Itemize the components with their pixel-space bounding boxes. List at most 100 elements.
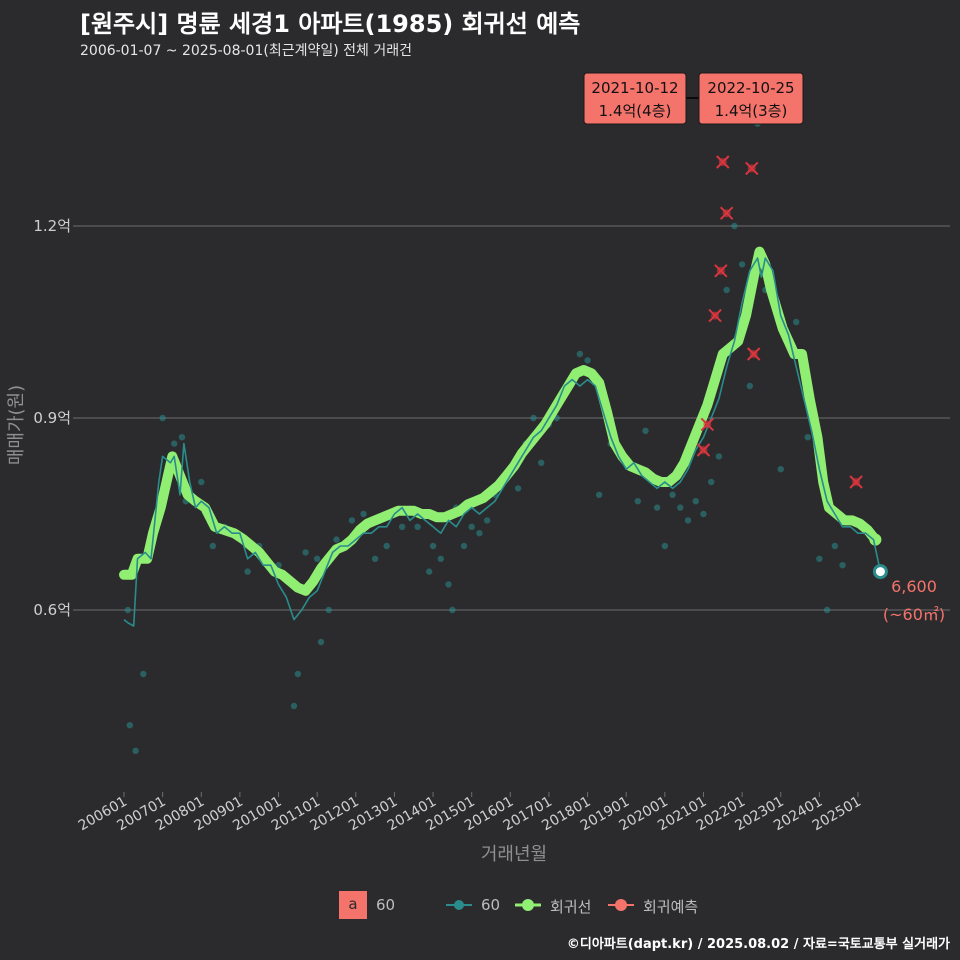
series-lines [119,246,882,627]
scatter-point [460,542,468,550]
scatter-point [360,510,367,518]
y-axis-label: 매매가(원) [6,385,27,465]
scatter-point [595,491,603,498]
scatter-point [198,478,205,486]
scatter-point [677,504,684,511]
last-trade-area: (~60㎡) [883,605,945,624]
scatter-point [333,536,340,543]
scatter-point [159,414,166,422]
scatter-point [777,466,784,473]
last-trade-point [872,564,888,580]
y-tick-label: 1.2억 [33,217,71,235]
chart-title: [원주시] 명륜 세경1 아파트(1985) 회귀선 예측 [80,10,581,38]
max-price-annotations: 2021-10-12 1.4억(4층) 2022-10-25 1.4억(3층) [583,72,804,125]
scatter-points [124,120,846,754]
scatter-point [476,530,483,537]
scatter-point [348,517,356,524]
annotation-date: 2021-10-12 [591,79,678,97]
annotation-price: 1.4억(4층) [599,102,672,120]
scatter-point [290,702,298,710]
annotation-price: 1.4억(3층) [715,102,788,120]
prediction-cross [719,206,734,220]
scatter-point [669,491,676,498]
scatter-point [792,318,800,326]
legend-series-60-label: 60 [481,896,501,914]
scatter-point [642,427,649,434]
scatter-point [816,555,823,562]
footer-credit: ©디아파트(dapt.kr) / 2025.08.02 / 자료=국토교통부 실… [566,937,950,952]
scatter-point [468,523,475,530]
scatter-point [804,434,811,441]
x-axis-ticks: 2006012007012008012009012010012011012012… [76,792,864,834]
scatter-point [653,504,661,511]
scatter-point [692,498,699,505]
scatter-point [398,523,406,530]
scatter-point [584,357,591,364]
legend-regression-icon [515,899,541,911]
prediction-cross [716,155,730,169]
scatter-point [514,485,522,492]
scatter-point [425,568,433,575]
legend-prediction-label: 회귀예측 [643,898,699,916]
prediction-markers [696,155,863,489]
scatter-point [715,453,723,460]
scatter-point [738,261,746,268]
scatter-point [538,459,545,466]
scatter-point [746,382,754,390]
scatter-point [209,542,217,550]
scatter-point [140,670,147,678]
annotation-box [583,72,687,125]
scatter-point [126,722,133,729]
chart-subtitle: 2006-01-07 ~ 2025-08-01(최근계약일) 전체 거래건 [80,43,412,59]
legend: a 60 60 회귀선 회귀예측 [0,890,960,922]
y-axis-ticks: 0.6억 0.9억 1.2억 [33,217,78,619]
scatter-point [302,549,309,556]
scatter-point [244,568,251,575]
legend-prediction-icon [608,899,634,911]
scatter-point [317,638,325,646]
prediction-cross [714,264,728,278]
prediction-cross [745,161,759,176]
y-tick-label: 0.6억 [33,601,71,619]
scatter-point [449,606,456,614]
grid-lines [78,225,950,611]
annotation-box [698,72,804,125]
scatter-point [839,562,846,569]
scatter-point [414,523,421,530]
legend-series-60-icon [446,900,472,910]
scatter-point [371,555,379,562]
scatter-point [684,517,692,524]
prediction-cross [849,475,863,489]
last-trade-value: 6,600 [891,577,937,596]
scatter-point [723,286,730,294]
scatter-point [483,517,491,524]
y-tick-label: 0.9억 [33,409,71,427]
prediction-cross [700,417,715,432]
series-60-line [123,257,882,627]
scatter-point [437,555,444,562]
scatter-point [634,498,641,505]
scatter-point [823,606,831,614]
prediction-cross [696,443,711,457]
legend-area-label: 60 [376,896,396,914]
scatter-point [429,542,437,550]
scatter-point [178,434,186,441]
last-trade-marker: 6,600 (~60㎡) [872,564,945,624]
scatter-point [132,747,139,754]
annotation-date: 2022-10-25 [707,79,794,97]
x-axis-label: 거래년월 [481,844,547,865]
scatter-point [576,350,584,358]
scatter-point [294,670,302,678]
scatter-point [171,440,178,447]
legend-regression-label: 회귀선 [550,898,592,916]
scatter-point [708,478,715,486]
legend-area-key: a [339,891,367,919]
scatter-point [445,581,452,588]
scatter-point [530,414,537,422]
prediction-cross [708,308,722,323]
scatter-point [383,542,390,550]
scatter-point [313,555,321,562]
regression-line [119,246,881,596]
scatter-point [731,222,738,230]
